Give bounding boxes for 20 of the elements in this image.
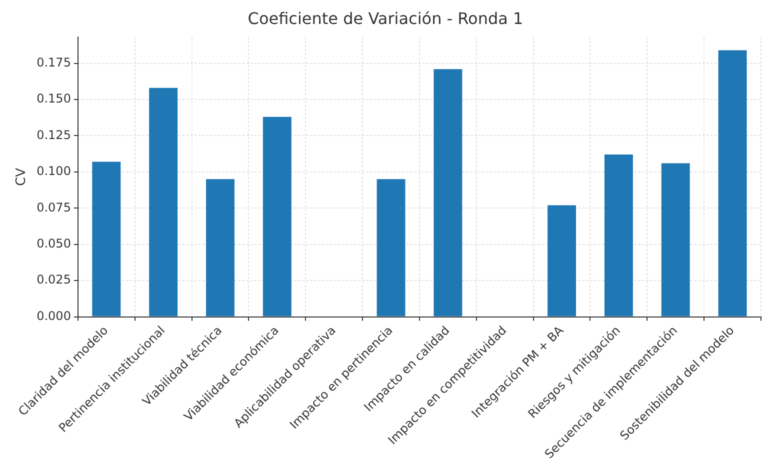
- y-tick-label: 0.075: [36, 200, 71, 214]
- y-tick-label: 0.050: [36, 236, 71, 250]
- bar: [661, 163, 690, 316]
- y-tick-label: 0.000: [36, 308, 71, 323]
- y-tick-label: 0.150: [36, 92, 71, 106]
- bar: [548, 205, 576, 316]
- bar: [434, 69, 462, 316]
- bar: [92, 162, 121, 316]
- bar: [206, 179, 234, 316]
- bar: [376, 179, 406, 316]
- y-tick-label: 0.025: [36, 272, 71, 287]
- y-tick-label: 0.100: [36, 164, 71, 178]
- bar: [718, 50, 747, 316]
- bar: [604, 154, 633, 316]
- bar: [262, 116, 292, 316]
- y-tick-label: 0.175: [36, 55, 71, 70]
- y-axis-title: CV: [14, 168, 30, 186]
- chart-title: Coeficiente de Variación - Ronda 1: [248, 8, 524, 28]
- y-tick-label: 0.125: [36, 128, 71, 142]
- bar: [149, 88, 178, 316]
